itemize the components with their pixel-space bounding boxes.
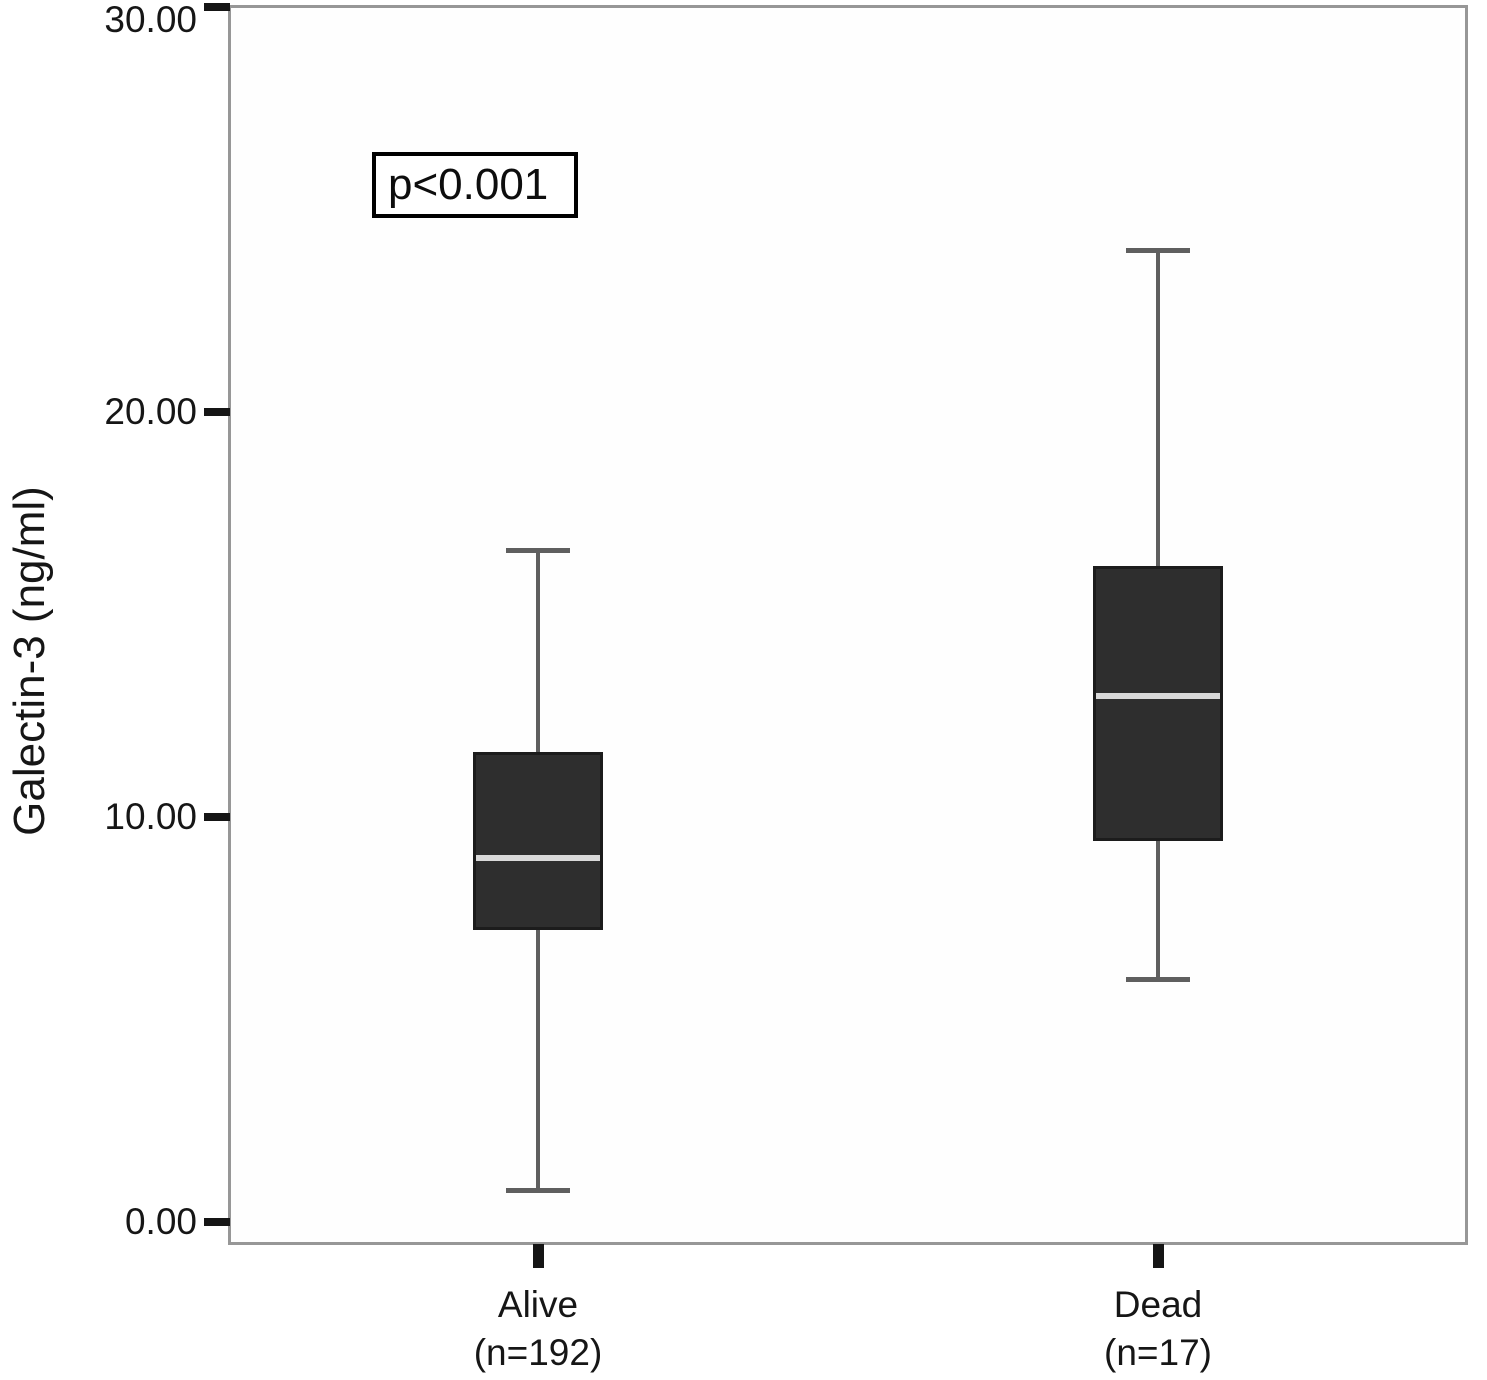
iqr-box [473, 752, 603, 931]
whisker-cap-max [1126, 248, 1190, 253]
median-line [1096, 692, 1220, 699]
y-axis-tick-label: 0.00 [124, 1201, 197, 1242]
y-axis-tick-label: 20.00 [104, 391, 197, 432]
whisker-cap-max [506, 547, 570, 553]
y-axis-tick [204, 408, 230, 416]
y-axis-tick [204, 1218, 230, 1226]
whisker-cap-min [506, 1187, 570, 1193]
x-axis-group-sublabel: (n=17) [1104, 1332, 1212, 1373]
x-axis-tick [1153, 1244, 1164, 1268]
y-axis-tick [204, 3, 230, 11]
x-axis-group-label: Alive [497, 1284, 579, 1325]
x-axis-group-label: Dead [1113, 1284, 1203, 1325]
whisker-cap-min [1126, 977, 1190, 982]
y-axis-tick [204, 813, 230, 821]
p-value-text: p<0.001 [388, 160, 549, 209]
y-axis-tick-label: 30.00 [104, 0, 197, 40]
y-axis-tick-label: 10.00 [104, 796, 197, 837]
p-value-annotation-box: p<0.001 [372, 152, 578, 218]
iqr-box [1093, 565, 1223, 842]
median-line [476, 854, 600, 861]
x-axis-group-sublabel: (n=192) [473, 1332, 603, 1373]
x-axis-tick [533, 1244, 544, 1268]
